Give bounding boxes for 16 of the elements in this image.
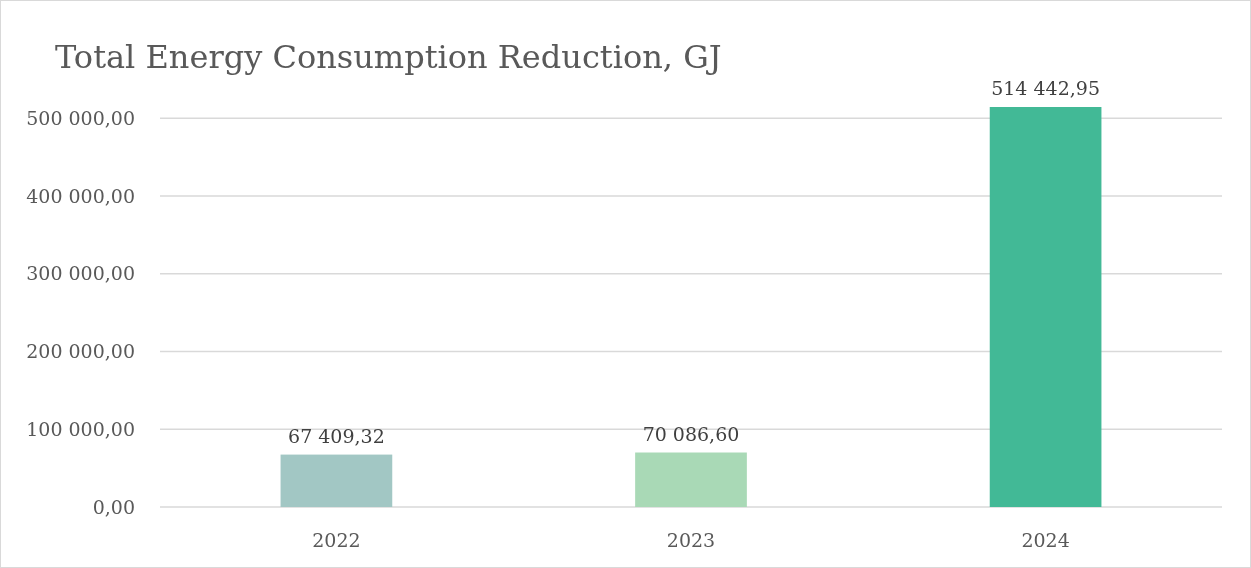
- x-tick-label: 2024: [1021, 529, 1070, 551]
- chart-title: Total Energy Consumption Reduction, GJ: [55, 38, 722, 76]
- y-tick-label: 200 000,00: [26, 340, 135, 363]
- data-label: 70 086,60: [642, 422, 740, 445]
- y-tick-label: 300 000,00: [26, 262, 135, 285]
- y-tick-label: 400 000,00: [26, 184, 135, 207]
- bar: [989, 107, 1102, 507]
- data-label: 67 409,32: [288, 424, 385, 447]
- y-tick-label: 0,00: [92, 495, 135, 518]
- x-tick-label: 2023: [666, 529, 716, 551]
- bar: [280, 454, 393, 507]
- data-label: 514 442,95: [991, 77, 1100, 99]
- y-tick-label: 100 000,00: [26, 417, 135, 440]
- y-tick-label: 500 000,00: [26, 106, 135, 129]
- bar: [635, 452, 747, 507]
- x-tick-label: 2022: [312, 529, 361, 551]
